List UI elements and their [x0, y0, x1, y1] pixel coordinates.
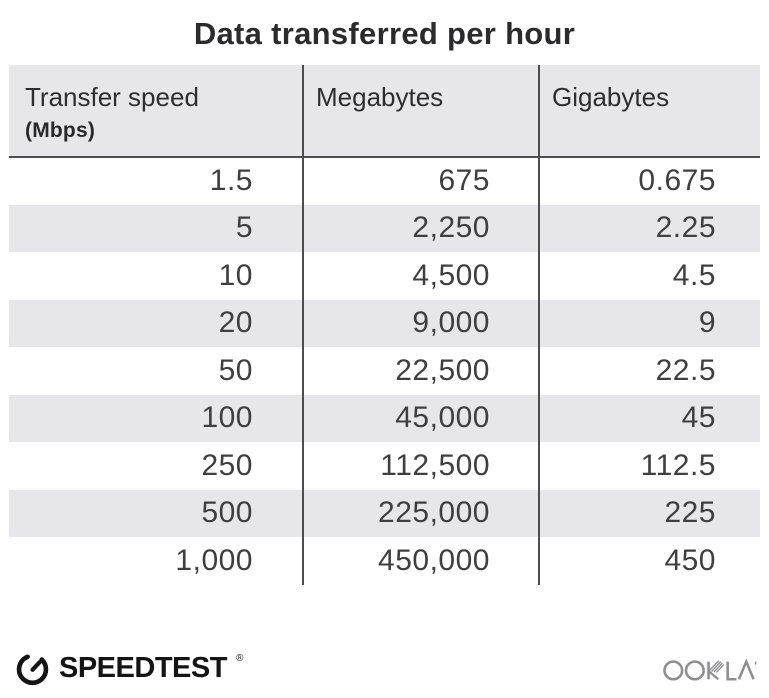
table-cell: 22.5: [538, 347, 760, 395]
table-row: 20 9,000 9: [9, 299, 760, 347]
table-cell: 5: [235, 211, 253, 245]
table-cell: 45,000: [302, 394, 539, 442]
table-cell: 2.25: [538, 204, 760, 252]
table-cell: 20: [218, 306, 253, 340]
table-cell: 0.675: [538, 157, 760, 205]
table-cell: 450: [538, 537, 760, 585]
speedtest-gauge-icon: [16, 653, 49, 686]
header-mbps-sublabel: (Mbps): [25, 119, 96, 142]
table-cell: 9: [538, 299, 760, 347]
table-cell: 45: [538, 394, 760, 442]
data-table: Transfer speed (Mbps) Megabytes Gigabyte…: [9, 65, 760, 585]
table-row: 250 112,500 112.5: [9, 442, 760, 490]
ookla-logo-icon: [663, 657, 757, 681]
table-cell: 2,250: [302, 204, 539, 252]
speedtest-wordmark: SPEEDTEST: [59, 652, 227, 684]
table-cell: 50: [218, 353, 253, 387]
table-cell: 4.5: [538, 252, 760, 300]
table-row: 5 2,250 2.25: [9, 204, 760, 252]
header-row: Transfer speed (Mbps) Megabytes Gigabyte…: [9, 65, 760, 158]
table-cell: 450,000: [302, 537, 539, 585]
table-cell: 1.5: [209, 164, 253, 198]
table-row: 10 4,500 4.5: [9, 252, 760, 300]
table-cell: 225,000: [302, 489, 539, 537]
header-gigabytes: Gigabytes: [538, 65, 760, 158]
table-cell: 112,500: [302, 442, 539, 490]
table-cell: 9,000: [302, 299, 539, 347]
header-megabytes: Megabytes: [302, 65, 539, 158]
table-cell: 250: [201, 448, 253, 482]
table-row: 1,000 450,000 450: [9, 537, 760, 585]
table-row: 50 22,500 22.5: [9, 347, 760, 395]
footer: SPEEDTEST ®: [14, 649, 759, 688]
table-cell: 500: [201, 496, 253, 530]
table-row: 100 45,000 45: [9, 394, 760, 442]
registered-trademark-icon: ®: [235, 653, 244, 664]
table-cell: 225: [538, 489, 760, 537]
table-body: 1.5 675 0.675 5 2,250 2.25 10 4,500 4.5 20 9,000 9 5…: [9, 157, 760, 585]
header-transfer-speed: Transfer speed (Mbps): [9, 65, 303, 158]
header-transfer-speed-label: Transfer speed: [25, 82, 199, 112]
table-cell: 22,500: [302, 347, 539, 395]
table-row: 500 225,000 225: [9, 489, 760, 537]
table-cell: 112.5: [538, 442, 760, 490]
table-cell: 4,500: [302, 252, 539, 300]
speedtest-logo: SPEEDTEST ®: [14, 649, 243, 688]
table-cell: 10: [218, 258, 253, 292]
table-row: 1.5 675 0.675: [9, 157, 760, 205]
table-cell: 675: [302, 157, 539, 205]
table-cell: 100: [201, 401, 253, 435]
table-cell: 1,000: [175, 543, 253, 577]
page-title: Data transferred per hour: [193, 16, 576, 51]
table-header: Transfer speed (Mbps) Megabytes Gigabyte…: [9, 65, 760, 158]
